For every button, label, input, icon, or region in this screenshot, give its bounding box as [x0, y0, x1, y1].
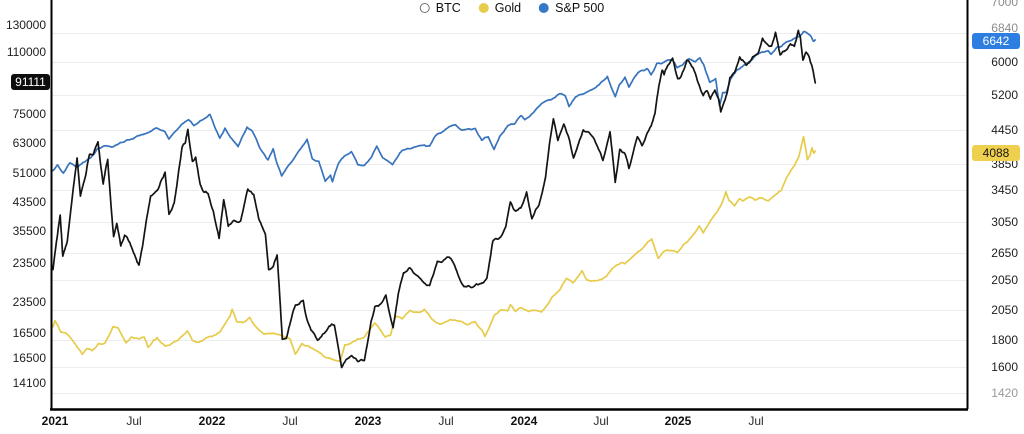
chart-legend: BTC Gold S&P 500: [419, 1, 604, 15]
left-axis-tick-label: 51000: [12, 166, 46, 180]
right-axis-tick-label: 5200: [991, 88, 1018, 102]
legend-item-btc[interactable]: BTC: [419, 1, 461, 15]
left-axis-tick-label: 23500: [12, 295, 46, 309]
right-axis-tick-label: 7000: [991, 0, 1018, 9]
left-axis-tick-label: 16500: [12, 351, 46, 365]
btc-last-price-badge: 91111: [11, 74, 50, 90]
legend-item-sp500[interactable]: S&P 500: [539, 1, 604, 15]
x-axis-tick-label: 2024: [510, 414, 538, 428]
left-axis-tick-label: 43500: [12, 195, 46, 209]
right-axis-tick-label: 1600: [991, 360, 1018, 374]
btc-legend-marker-icon: [419, 3, 430, 13]
right-axis-tick-label: 4450: [991, 123, 1018, 137]
right-axis-tick-label: 1420: [991, 386, 1018, 400]
legend-label-gold: Gold: [494, 1, 522, 15]
x-axis-tick-label: Jul: [438, 414, 454, 428]
right-axis-tick-label: 6000: [991, 55, 1018, 69]
legend-label-sp500: S&P 500: [555, 1, 605, 15]
legend-item-gold[interactable]: Gold: [478, 1, 522, 15]
left-axis-tick-label: 16500: [12, 326, 46, 340]
right-axis-tick-label: 2050: [991, 273, 1018, 287]
left-axis-tick-label: 110000: [6, 45, 46, 59]
series-line-btc: [52, 29, 817, 369]
x-axis-tick-label: Jul: [748, 414, 764, 428]
sp500-last-price-badge: 6642: [972, 33, 1020, 49]
left-axis-tick-label: 23500: [12, 256, 46, 270]
left-axis-tick-label: 63000: [12, 136, 46, 150]
left-axis-tick-label: 35500: [12, 224, 46, 238]
right-axis-tick-label: 3050: [991, 215, 1018, 229]
x-axis-tick-label: 2022: [198, 414, 226, 428]
left-axis-tick-label: 130000: [5, 18, 46, 32]
x-axis-tick-label: Jul: [282, 414, 298, 428]
x-axis-tick-label: Jul: [593, 414, 609, 428]
gold-legend-marker-icon: [478, 3, 489, 13]
right-axis-tick-label: 2050: [991, 303, 1018, 317]
x-axis-tick-label: 2023: [354, 414, 382, 428]
x-axis-tick-label: 2021: [41, 414, 69, 428]
right-axis-tick-label: 3450: [991, 183, 1018, 197]
series-line-sp500: [52, 30, 817, 183]
right-axis-tick-label: 2650: [991, 246, 1018, 260]
series-line-gold: [52, 135, 817, 363]
gold-last-price-badge: 4088: [972, 145, 1020, 161]
left-axis-tick-label: 14100: [12, 376, 46, 390]
right-axis-tick-label: 1800: [991, 333, 1018, 347]
left-axis-tick-label: 75000: [12, 107, 46, 121]
right-axis-tick-label: 6840: [991, 21, 1018, 35]
x-axis-tick-label: Jul: [126, 414, 142, 428]
legend-label-btc: BTC: [435, 1, 461, 15]
x-axis-tick-label: 2025: [664, 414, 692, 428]
sp500-legend-marker-icon: [539, 3, 550, 13]
